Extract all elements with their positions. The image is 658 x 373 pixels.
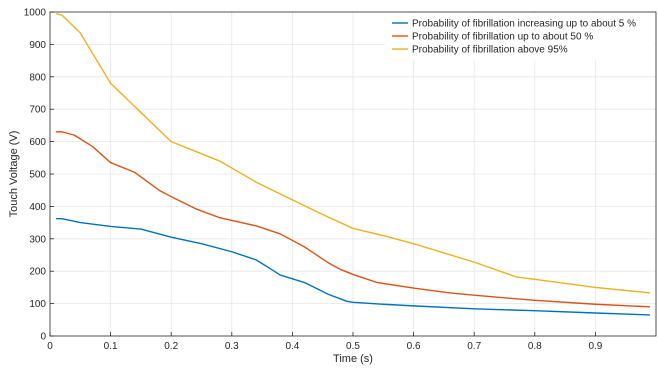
x-tick-label: 0.8	[528, 341, 542, 352]
x-tick-label: 0.2	[164, 341, 178, 352]
series-lines	[55, 12, 651, 316]
series-line-3	[55, 12, 651, 294]
x-tick-label: 0.9	[588, 341, 602, 352]
legend-box	[385, 13, 655, 61]
x-tick-label: 0.3	[225, 341, 239, 352]
x-tick-label: 0.1	[104, 341, 118, 352]
y-tick-label: 200	[29, 267, 46, 278]
grid-lines	[50, 12, 656, 336]
series-line-2	[56, 131, 650, 308]
y-tick-labels: 0 100 200 300 400 500 600 700 800 900 1000	[24, 8, 47, 343]
series-line-1	[56, 218, 650, 316]
x-tick-label: 0.6	[407, 341, 421, 352]
y-tick-label: 800	[29, 72, 46, 83]
legend-entry-2: Probability of fibrillation up to about …	[412, 32, 593, 43]
legend-entry-3: Probability of fibrillation above 95%	[412, 45, 568, 56]
y-tick-label: 1000	[24, 8, 47, 19]
legend-entry-1: Probability of fibrillation increasing u…	[412, 19, 636, 30]
x-tick-label: 0.5	[346, 341, 360, 352]
y-tick-label: 700	[29, 105, 46, 116]
y-tick-label: 400	[29, 202, 46, 213]
x-tick-labels: 0 0.1 0.2 0.3 0.4 0.5 0.6 0.7 0.8 0.9	[47, 341, 603, 352]
x-axis-label: Time (s)	[333, 353, 373, 365]
y-tick-label: 100	[29, 299, 46, 310]
tick-marks	[49, 11, 596, 337]
y-tick-label: 900	[29, 40, 46, 51]
y-axis-label: Touch Voltage (V)	[8, 131, 20, 218]
x-tick-label: 0	[47, 341, 53, 352]
y-tick-label: 300	[29, 234, 46, 245]
x-tick-label: 0.7	[467, 341, 481, 352]
y-tick-label: 0	[40, 332, 46, 343]
x-tick-label: 0.4	[285, 341, 299, 352]
y-tick-label: 600	[29, 137, 46, 148]
y-tick-label: 500	[29, 170, 46, 181]
legend: Probability of fibrillation increasing u…	[385, 13, 655, 61]
